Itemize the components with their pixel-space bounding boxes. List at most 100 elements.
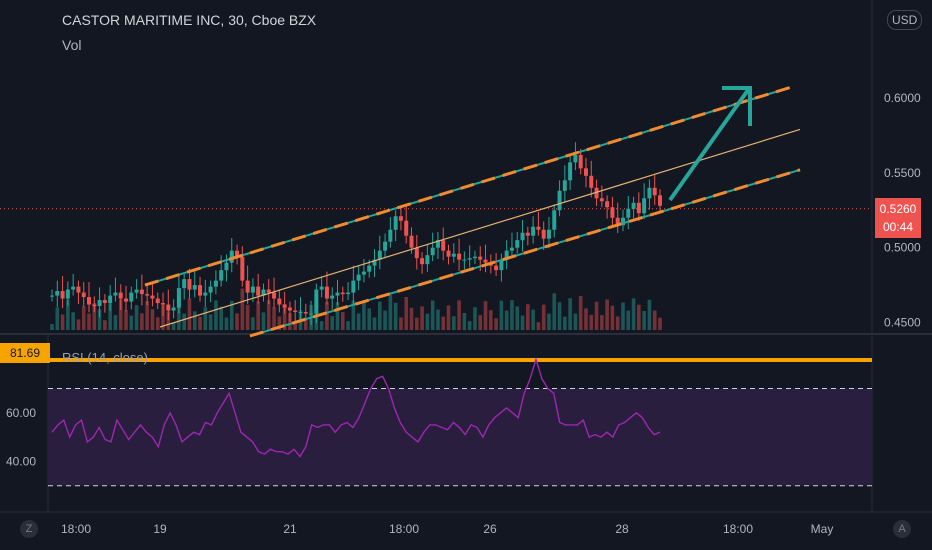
volume-bar (256, 301, 260, 330)
candle-body (250, 286, 255, 293)
volume-bar (214, 300, 218, 330)
time-tick-label: 26 (483, 522, 497, 536)
candle-body (636, 202, 641, 214)
volume-bar (399, 317, 403, 330)
candle-body (562, 180, 567, 191)
candle-body (108, 295, 113, 304)
candle-body (293, 310, 298, 313)
candle-body (361, 271, 366, 275)
candle-body (499, 259, 504, 271)
volume-bar (192, 311, 197, 330)
volume-bar (652, 310, 657, 330)
candle-body (494, 265, 499, 271)
candle-body (462, 259, 467, 261)
candle-body (541, 229, 546, 239)
candle-body (642, 198, 647, 214)
candle-body (245, 280, 250, 293)
volume-bar (277, 316, 282, 330)
candle-body (213, 280, 218, 287)
candle-body (261, 289, 266, 296)
rsi-line (51, 356, 661, 458)
volume-bar (526, 304, 530, 330)
candle-body (356, 274, 361, 281)
volume-bar (282, 304, 287, 330)
volume-bar (103, 320, 107, 330)
volume-bar (547, 313, 551, 330)
candle-body (409, 235, 414, 248)
volume-bar (515, 306, 520, 330)
candle-body (171, 307, 176, 311)
candle-body (330, 295, 335, 299)
candle-body (161, 303, 166, 305)
volume-bar (356, 313, 361, 330)
candle-body (599, 198, 604, 202)
candle-body (92, 304, 97, 307)
volume-bar (388, 294, 393, 330)
time-tick-label: 21 (283, 522, 297, 536)
volume-bar (303, 318, 308, 330)
volume-bar (60, 314, 65, 330)
candle-body (182, 279, 187, 289)
volume-bar (642, 311, 646, 330)
volume-bar (224, 317, 229, 330)
candle-body (187, 279, 192, 290)
candle-body (256, 286, 261, 296)
volume-bar (610, 305, 615, 330)
candle-body (631, 202, 636, 209)
rsi-band (48, 388, 872, 486)
volume-bar (658, 317, 662, 330)
volume-bar (293, 323, 297, 330)
channel-middle-line (159, 128, 801, 328)
time-tick-label: 18:00 (389, 522, 419, 536)
volume-bar (340, 312, 345, 330)
candle-body (97, 300, 102, 307)
volume-bar (621, 302, 625, 330)
candle-body (578, 154, 583, 169)
volume-bar (404, 297, 409, 330)
volume-bar (425, 313, 430, 330)
volume-bar (166, 311, 171, 330)
candle-body (451, 253, 456, 257)
time-tick-label: 18:00 (61, 522, 91, 536)
candle-body (139, 289, 144, 295)
time-tick-label: 28 (615, 522, 629, 536)
candle-body (87, 297, 92, 305)
volume-bar (92, 303, 97, 330)
candle-body (176, 288, 181, 308)
volume-bar (415, 317, 419, 330)
candle-body (50, 295, 54, 297)
volume-bar (198, 316, 202, 330)
volume-bar (430, 300, 435, 330)
candle-body (208, 286, 213, 293)
volume-bar (436, 309, 440, 330)
volume-bar (335, 302, 340, 330)
candle-body (298, 312, 303, 314)
candle-body (472, 256, 477, 259)
candle-body (388, 229, 393, 242)
currency-button[interactable]: USD (887, 10, 923, 30)
candle-body (240, 256, 245, 281)
volume-bar (605, 299, 609, 330)
volume-bar (113, 315, 118, 330)
candle-body (435, 240, 440, 248)
candle-body (589, 175, 594, 188)
candle-body (155, 298, 160, 304)
volume-bar (124, 310, 128, 330)
volume-bar (118, 299, 123, 330)
volume-bar (229, 300, 234, 330)
candle-body (287, 307, 292, 311)
volume-bar (504, 310, 509, 330)
price-tick-label: 0.4500 (884, 316, 921, 330)
zoom-button[interactable]: Z (20, 520, 38, 538)
candle-body (319, 286, 324, 290)
candle-body (478, 256, 483, 260)
candle-body (60, 291, 65, 299)
volume-bar (108, 303, 112, 330)
bar-countdown: 00:44 (882, 220, 914, 234)
candle-body (198, 285, 203, 296)
candle-body (615, 217, 620, 226)
candle-body (420, 258, 425, 265)
volume-bar (615, 316, 620, 330)
auto-scale-button[interactable]: A (893, 520, 911, 538)
